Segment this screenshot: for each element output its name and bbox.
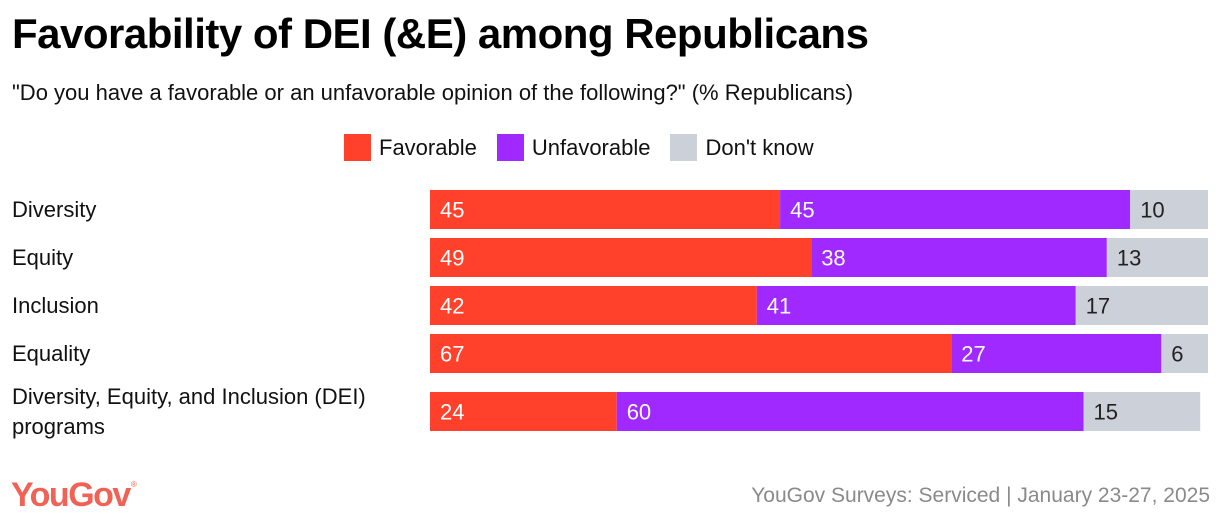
data-label-unfavorable-equality: 27 — [961, 342, 985, 367]
data-label-favorable-diversity-equity-and-inclusion-dei-programs: 24 — [440, 400, 464, 425]
bar-favorable-inclusion — [430, 286, 757, 325]
category-label-equity: Equity — [12, 243, 73, 273]
category-label-line: Diversity, Equity, and Inclusion (DEI) — [12, 383, 366, 409]
category-label-line: Equity — [12, 244, 74, 270]
category-label-diversity: Diversity — [12, 195, 96, 225]
bar-unfavorable-diversity — [780, 190, 1131, 229]
legend-item-favorable: Favorable — [344, 134, 477, 161]
bar-unfavorable-diversity-equity-and-inclusion-dei-programs — [616, 392, 1084, 431]
bar-unfavorable-equity — [811, 238, 1107, 277]
bar-favorable-equality — [430, 334, 952, 373]
legend-item-dont-know: Don't know — [670, 134, 814, 161]
data-label-favorable-equality: 67 — [440, 342, 464, 367]
source-note: YouGov Surveys: Serviced | January 23-27… — [751, 484, 1210, 507]
bar-don-t-know-equality — [1161, 334, 1208, 373]
bar-don-t-know-diversity — [1130, 190, 1208, 229]
chart-subtitle: "Do you have a favorable or an unfavorab… — [12, 80, 854, 105]
category-label-inclusion: Inclusion — [12, 291, 99, 321]
category-label-line: Diversity — [12, 196, 97, 222]
registered-mark: ® — [130, 480, 137, 489]
bar-favorable-diversity — [430, 190, 781, 229]
bar-favorable-diversity-equity-and-inclusion-dei-programs — [430, 392, 617, 431]
legend-swatch-favorable — [344, 134, 371, 161]
category-label-line: programs — [12, 413, 105, 439]
category-label-diversity-equity-and-inclusion-dei-programs: Diversity, Equity, and Inclusion (DEI) pr… — [12, 382, 366, 442]
bar-unfavorable-inclusion — [756, 286, 1076, 325]
category-label-line: Equality — [12, 340, 91, 366]
logo-text: YouGov — [11, 476, 131, 514]
bar-don-t-know-diversity-equity-and-inclusion-dei-programs — [1083, 392, 1201, 431]
data-label-don-t-know-equality: 6 — [1171, 342, 1183, 367]
legend-swatch-unfavorable — [496, 134, 524, 161]
data-label-favorable-diversity: 45 — [440, 198, 464, 223]
data-label-don-t-know-inclusion: 17 — [1086, 294, 1110, 319]
data-label-unfavorable-equity: 38 — [821, 246, 845, 271]
legend-label-dont-know: Don't know — [705, 134, 814, 160]
data-label-favorable-equity: 49 — [440, 246, 464, 271]
yougov-logo: YouGov® — [11, 476, 137, 515]
bar-don-t-know-equity — [1106, 238, 1208, 277]
data-label-don-t-know-diversity-equity-and-inclusion-dei-programs: 15 — [1094, 400, 1118, 425]
legend-label-favorable: Favorable — [379, 134, 477, 160]
data-label-unfavorable-inclusion: 41 — [767, 294, 791, 319]
data-label-favorable-inclusion: 42 — [440, 294, 464, 319]
bar-favorable-equity — [430, 238, 812, 277]
bar-don-t-know-inclusion — [1075, 286, 1208, 325]
data-label-don-t-know-diversity: 10 — [1140, 198, 1164, 223]
legend-label-unfavorable: Unfavorable — [531, 134, 651, 160]
data-label-unfavorable-diversity-equity-and-inclusion-dei-programs: 60 — [627, 400, 651, 425]
legend-item-unfavorable: Unfavorable — [496, 134, 651, 161]
legend-swatch-dont-know — [670, 134, 698, 161]
category-label-line: Inclusion — [12, 292, 99, 318]
data-label-unfavorable-diversity: 45 — [790, 198, 814, 223]
category-label-equality: Equality — [12, 339, 90, 369]
data-label-don-t-know-equity: 13 — [1117, 246, 1141, 271]
chart-title: Favorability of DEI (&E) among Republica… — [12, 10, 869, 57]
bar-unfavorable-equality — [951, 334, 1162, 373]
legend: Favorable Unfavorable Don't know — [344, 134, 834, 161]
